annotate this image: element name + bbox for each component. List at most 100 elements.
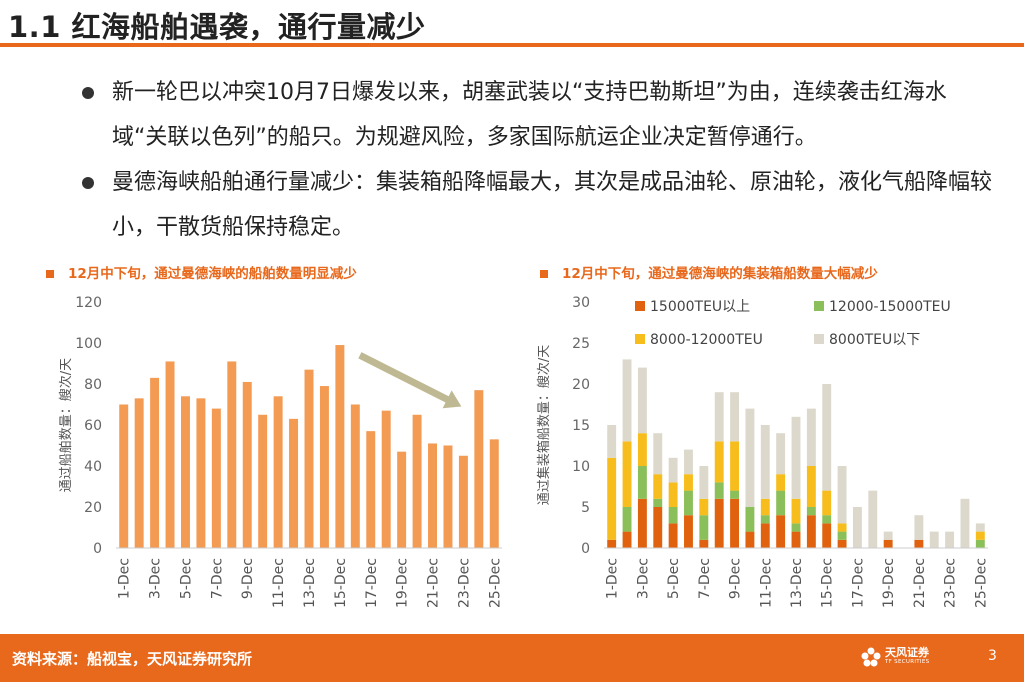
- bar-segment: [653, 498, 663, 507]
- bar-segment: [622, 507, 632, 532]
- x-tick-label: 21-Dec: [426, 558, 442, 608]
- bar-segment: [607, 457, 617, 540]
- x-tick-label: 9-Dec: [240, 558, 256, 599]
- bar-segment: [791, 416, 801, 499]
- bullet-item: 曼德海峡船舶通行量减少：集装箱船降幅最大，其次是成品油轮、原油轮，液化气船降幅较…: [82, 160, 1002, 250]
- x-tick-label: 19-Dec: [395, 558, 411, 608]
- bar-segment: [776, 490, 786, 516]
- bar: [150, 377, 160, 548]
- bar: [181, 396, 190, 548]
- bar-segment: [684, 490, 693, 516]
- logo-text: 天风证券: [885, 646, 929, 659]
- y-tick-label: 30: [572, 295, 590, 311]
- x-tick-label: 3-Dec: [148, 558, 164, 599]
- y-tick-label: 25: [572, 336, 590, 352]
- bullet-text: 新一轮巴以冲突10月7日爆发以来，胡塞武装以“支持巴勒斯坦”为由，连续袭击红海水…: [112, 80, 947, 150]
- x-tick-label: 5-Dec: [666, 558, 682, 599]
- bar-segment: [653, 474, 663, 499]
- trend-arrow: [358, 352, 462, 409]
- y-axis-title: 通过集装箱船数量：艘次/天: [536, 345, 552, 505]
- bar-segment: [684, 474, 693, 491]
- bar-segment: [653, 507, 663, 548]
- bar-segment: [622, 359, 632, 442]
- bullet-text: 曼德海峡船舶通行量减少：集装箱船降幅最大，其次是成品油轮、原油轮，液化气船降幅较…: [112, 170, 993, 240]
- bar: [289, 418, 299, 548]
- x-tick-label: 1-Dec: [605, 558, 621, 599]
- footer-bar: 资料来源：船视宝，天风证券研究所 天风证券 TF SECURITIES 3: [0, 634, 1024, 682]
- bar-segment: [822, 515, 832, 524]
- bar-segment: [637, 498, 647, 548]
- bar-segment: [837, 539, 847, 548]
- chart-1-title: 12月中下旬，通过曼德海峡的船舶数量明显减少: [46, 262, 357, 282]
- x-tick-label: 9-Dec: [728, 558, 744, 599]
- bar-segment: [837, 466, 847, 524]
- x-tick-label: 7-Dec: [697, 558, 713, 599]
- bar: [242, 381, 252, 548]
- y-tick-label: 15: [572, 418, 590, 434]
- bar: [443, 445, 453, 548]
- bar-segment: [684, 515, 693, 548]
- bar-segment: [914, 539, 924, 548]
- bar-segment: [852, 507, 862, 548]
- bar: [350, 404, 360, 548]
- x-tick-label: 25-Dec: [487, 558, 503, 608]
- x-tick-label: 5-Dec: [178, 558, 194, 599]
- bullet-dot-icon: [82, 87, 94, 99]
- bar-segment: [776, 474, 786, 491]
- x-tick-label: 7-Dec: [209, 558, 225, 599]
- bar-segment: [714, 498, 724, 548]
- flower-logo-icon: [861, 647, 881, 667]
- ship-count-chart: 0 20 40 60 80 100 120 1-Dec 3-Dec 5-Dec 7-Dec 9-Dec…: [58, 295, 503, 608]
- container-ship-chart: 0 5 10 15 20 25 30 1-Dec 3-Dec 5-Dec 7-Dec 9-Dec 11-…: [536, 295, 989, 608]
- bar-segment: [745, 531, 755, 548]
- x-tick-label: 25-Dec: [973, 558, 989, 608]
- x-tick-label: 13-Dec: [302, 558, 318, 608]
- y-tick-label: 120: [75, 295, 102, 311]
- bar: [397, 451, 407, 548]
- legend-swatch: [814, 334, 824, 344]
- page-title: 1.1 红海船舶遇袭，通行量减少: [8, 10, 426, 44]
- company-logo: 天风证券 TF SECURITIES: [860, 640, 940, 676]
- bar-segment: [699, 539, 709, 548]
- x-tick-label: 17-Dec: [364, 558, 380, 608]
- bar-segment: [730, 441, 740, 491]
- square-bullet-icon: [540, 270, 548, 278]
- y-tick-label: 100: [75, 336, 102, 352]
- bar-segment: [960, 498, 970, 548]
- legend-label: 15000TEU以上: [650, 299, 750, 315]
- x-tick-label: 23-Dec: [456, 558, 472, 608]
- bar: [211, 408, 221, 548]
- chart-1-title-text: 12月中下旬，通过曼德海峡的船舶数量明显减少: [68, 266, 357, 282]
- bar-segment: [791, 531, 801, 548]
- bar-segment: [806, 515, 816, 548]
- logo-subtext: TF SECURITIES: [885, 659, 930, 665]
- bar-segment: [776, 433, 786, 475]
- bar-segment: [868, 490, 878, 548]
- bar-segment: [637, 466, 647, 499]
- bar-segment: [822, 490, 832, 516]
- legend-label: 8000-12000TEU: [650, 332, 763, 348]
- bar-segment: [668, 457, 678, 483]
- bullet-dot-icon: [82, 177, 94, 189]
- bar-segment: [668, 523, 678, 548]
- bar-segment: [699, 515, 709, 540]
- bar: [458, 455, 468, 548]
- x-tick-label: 11-Dec: [758, 558, 774, 608]
- bar-segment: [760, 425, 770, 499]
- x-tick-label: 23-Dec: [943, 558, 959, 608]
- legend-label: 8000TEU以下: [829, 332, 920, 348]
- x-tick-label: 17-Dec: [850, 558, 866, 608]
- bar: [258, 414, 268, 548]
- trend-arrow-shape: [358, 352, 462, 409]
- bar-segment: [684, 449, 693, 475]
- bar-segment: [730, 392, 740, 442]
- bar-segment: [975, 523, 985, 532]
- legend-swatch: [635, 334, 645, 344]
- bar: [119, 404, 129, 548]
- x-tick-label: 11-Dec: [271, 558, 287, 608]
- bar-segment: [745, 408, 755, 507]
- bar-segment: [975, 539, 985, 548]
- bar: [474, 390, 484, 548]
- x-tick-label: 21-Dec: [912, 558, 928, 608]
- bar-segment: [745, 507, 755, 532]
